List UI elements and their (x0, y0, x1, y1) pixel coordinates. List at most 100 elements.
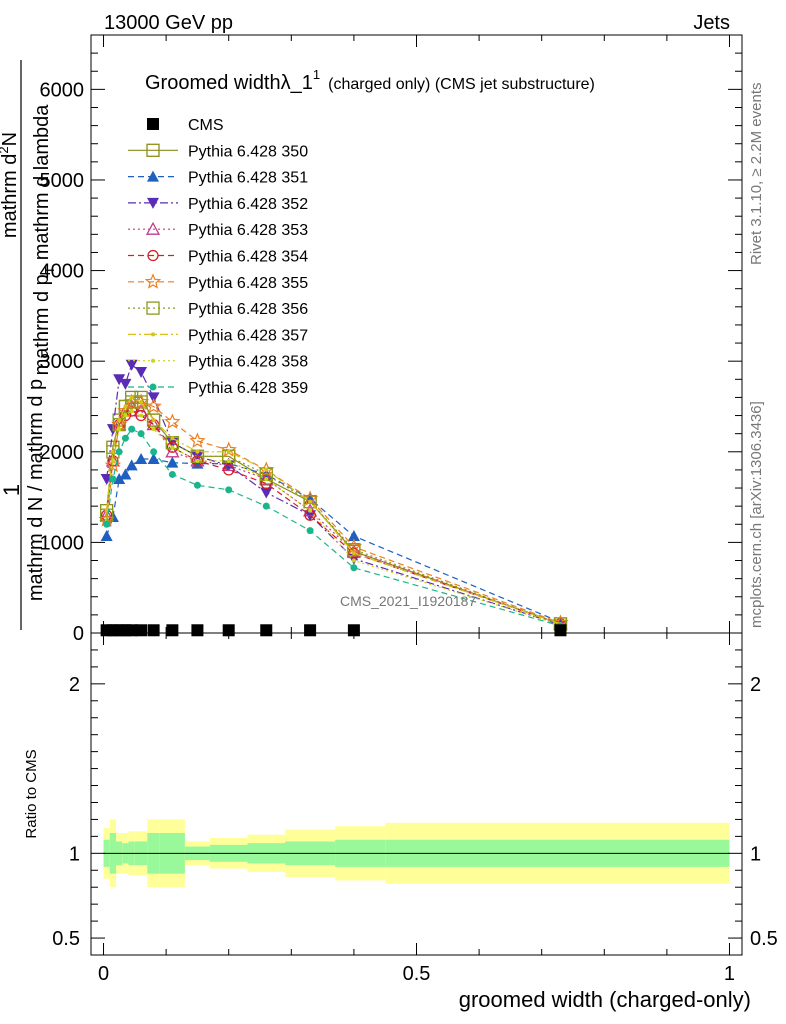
series-line (106, 428, 561, 627)
series-6 (99, 395, 568, 631)
series-point (119, 378, 132, 390)
legend-marker (147, 197, 159, 209)
series-point (150, 448, 158, 456)
legend-label: Pythia 6.428 355 (188, 275, 308, 292)
series-point (129, 409, 134, 414)
ratio-y-label: Ratio to CMS (23, 749, 40, 838)
chart-title: Groomed widthλ_11(charged only) (CMS jet… (145, 67, 595, 94)
legend-marker (151, 332, 155, 337)
series-point (191, 451, 204, 463)
series-point (223, 464, 235, 476)
header-left: 13000 GeV pp (104, 12, 233, 34)
series-point (119, 468, 132, 480)
series-point (259, 471, 274, 485)
series-point (139, 399, 144, 404)
series-5 (98, 393, 569, 630)
series-point (264, 476, 269, 481)
series-9 (103, 425, 564, 630)
series-point (147, 392, 160, 404)
series-point (147, 453, 160, 465)
legend-item-6: Pythia 6.428 356 (128, 301, 308, 318)
ratio-y-tick-label: 0.5 (52, 928, 80, 950)
legend-label: Pythia 6.428 356 (188, 301, 308, 318)
series-point (100, 530, 113, 542)
series-point (264, 467, 269, 472)
series-point (193, 481, 201, 489)
series-point (308, 499, 313, 504)
series-point (225, 486, 233, 494)
y-tick-label: 4000 (40, 261, 85, 283)
analysis-watermark: CMS_2021_I1920187 (340, 593, 476, 609)
series-point (308, 508, 313, 513)
y-axis-label: 1 mathrm d2N mathrm d N / mathrm d p mat… (0, 60, 57, 630)
svg-text:mathrm d2N: mathrm d2N (0, 132, 21, 238)
cms-point (135, 624, 148, 637)
legend-marker (145, 221, 161, 235)
series-point (145, 397, 162, 414)
svg-text:1: 1 (0, 484, 24, 496)
legend-label: Pythia 6.428 359 (188, 380, 308, 397)
series-point (347, 530, 360, 542)
legend-item-5: Pythia 6.428 355 (128, 273, 308, 292)
series-point (117, 427, 122, 432)
legend-item-3: Pythia 6.428 353 (128, 221, 308, 239)
legend-item-2: Pythia 6.428 352 (128, 196, 308, 213)
series-point (113, 374, 126, 386)
y-tick-label: 2000 (40, 442, 85, 464)
series-point (151, 427, 156, 432)
series-point (123, 413, 128, 418)
series-point (117, 418, 122, 423)
cms-point (147, 624, 160, 637)
series-point (191, 455, 204, 467)
legend-marker (146, 301, 160, 315)
series-point (195, 458, 200, 463)
series-point (121, 434, 129, 442)
series-point (306, 527, 314, 535)
series-point (125, 359, 138, 371)
series-point (189, 432, 206, 448)
series-point (170, 445, 175, 450)
series-line (106, 396, 561, 625)
legend-label: Pythia 6.428 350 (188, 143, 308, 160)
series-point (226, 458, 231, 463)
legend-item-0: Pythia 6.428 350 (128, 143, 308, 160)
axes-group: 0 0.5 1 0 1000 2000 3000 4000 5000 6000 0.5 0.5 1 1 2 2 (40, 34, 778, 985)
y-tick-label: 0 (73, 623, 84, 645)
legend-marker (147, 170, 159, 182)
series-point (135, 409, 147, 422)
series-line (106, 410, 561, 625)
series-point (166, 456, 179, 468)
cms-point (166, 624, 179, 637)
series-line (106, 396, 561, 625)
series-line (106, 401, 561, 625)
cms-point (260, 624, 273, 637)
legend-marker (146, 143, 160, 157)
series-point (139, 413, 144, 418)
series-point (168, 470, 176, 478)
mcplots-label: mcplots.cern.ch [arXiv:1306.3436] (748, 401, 765, 628)
legend-item-7: Pythia 6.428 357 (128, 327, 308, 344)
series-0 (99, 390, 568, 631)
x-axis-label: groomed width (charged-only) (459, 987, 751, 1012)
series-point (128, 425, 136, 433)
ratio-plot-frame (90, 632, 743, 956)
legend-label: CMS (188, 117, 224, 134)
series-3 (99, 399, 568, 630)
ratio-y-tick-label-right: 2 (750, 674, 761, 696)
series-point (129, 395, 134, 400)
series-point (113, 472, 126, 484)
x-tick-label: 1 (724, 963, 735, 985)
ratio-y-tick-label-right: 1 (750, 843, 761, 865)
series-point (351, 558, 356, 563)
ratio-y-tick-label: 2 (69, 674, 80, 696)
legend-label: Pythia 6.428 358 (188, 354, 308, 371)
series-7 (104, 395, 563, 626)
x-tick-label: 0 (98, 963, 109, 985)
series-point (303, 494, 317, 509)
series-point (221, 458, 236, 472)
series-point (347, 542, 361, 557)
legend-label: Pythia 6.428 354 (188, 249, 308, 266)
y-tick-label: 3000 (40, 351, 85, 373)
series-point (166, 441, 179, 453)
